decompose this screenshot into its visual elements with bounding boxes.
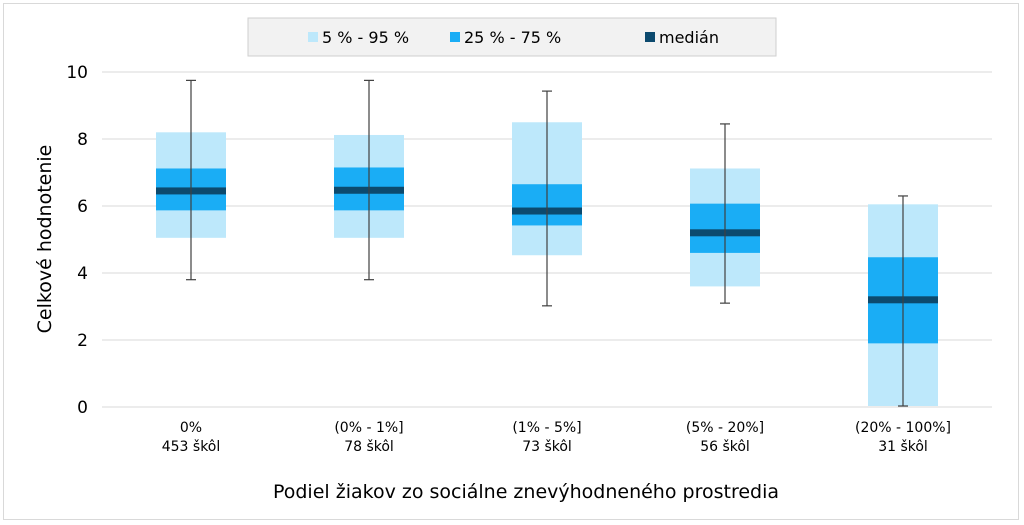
x-category-count: 453 škôl — [162, 439, 221, 455]
box-group — [868, 195, 938, 407]
x-category-label: (1% - 5%] — [512, 420, 581, 436]
legend-label-p5-95: 5 % - 95 % — [322, 28, 409, 47]
y-tick-label: 8 — [77, 130, 88, 150]
box-plot-chart: 0 2 4 6 8 10 0% 453 škôl (0% - 1%] 78 škôl (1% - … — [34, 17, 992, 503]
y-axis-ticks: 0 2 4 6 8 10 — [66, 63, 88, 418]
legend: 5 % - 95 % 25 % - 75 % medián — [247, 17, 777, 57]
x-axis-title: Podiel žiakov zo sociálne znevýhodneného… — [273, 481, 779, 503]
x-category-count: 31 škôl — [878, 439, 928, 455]
legend-swatch-p5-95 — [308, 32, 318, 42]
y-tick-label: 6 — [77, 197, 88, 217]
y-tick-label: 2 — [77, 331, 88, 351]
x-category-label: (0% - 1%] — [334, 420, 403, 436]
x-category-count: 73 škôl — [522, 439, 572, 455]
y-tick-label: 10 — [66, 63, 88, 83]
box-group — [690, 123, 760, 304]
legend-label-median: medián — [659, 28, 719, 47]
legend-swatch-p25-75 — [450, 32, 460, 42]
x-category-label: (20% - 100%] — [855, 420, 951, 436]
box-group — [156, 79, 226, 281]
box-group — [512, 90, 582, 307]
x-category-label: (5% - 20%] — [686, 420, 764, 436]
boxes — [156, 79, 938, 407]
x-category-label: 0% — [180, 420, 202, 436]
y-tick-label: 4 — [77, 264, 88, 284]
x-category-count: 56 škôl — [700, 439, 750, 455]
x-category-count: 78 škôl — [344, 439, 394, 455]
box-group — [334, 79, 404, 281]
x-axis-categories: 0% 453 škôl (0% - 1%] 78 škôl (1% - 5%] 73 šk… — [162, 420, 951, 455]
chart-frame: 0 2 4 6 8 10 0% 453 škôl (0% - 1%] 78 škôl (1% - … — [3, 3, 1019, 520]
y-tick-label: 0 — [77, 398, 88, 418]
y-axis-title: Celkové hodnotenie — [34, 145, 56, 334]
legend-box — [247, 17, 777, 57]
legend-swatch-median — [645, 32, 655, 42]
legend-label-p25-75: 25 % - 75 % — [464, 28, 561, 47]
